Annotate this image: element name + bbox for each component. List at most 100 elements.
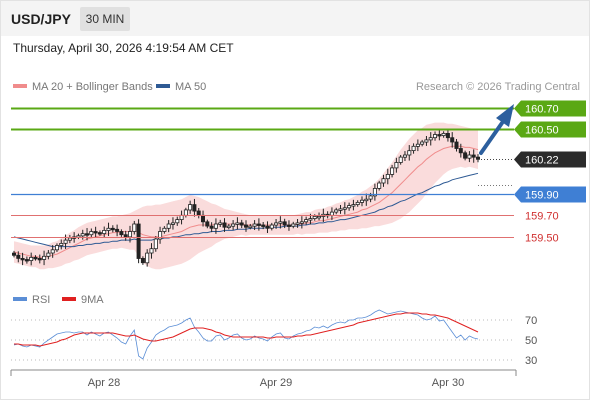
candle-body — [175, 219, 180, 224]
candle-body — [359, 199, 364, 203]
candle-body — [368, 195, 373, 200]
candle-body — [415, 143, 420, 147]
candle-body — [282, 221, 287, 226]
x-tick-label: Apr 30 — [432, 377, 464, 389]
candle-body — [308, 218, 313, 221]
level-label: 159.70 — [525, 211, 559, 223]
candle-body — [55, 245, 60, 251]
level-label: 159.50 — [525, 233, 559, 245]
rsi-legend-swatch — [13, 297, 27, 301]
level-label: 159.90 — [525, 190, 559, 202]
candle-body — [170, 222, 175, 225]
candle-body — [278, 221, 283, 224]
candle-body — [467, 154, 472, 159]
candle-body — [291, 223, 296, 227]
rsi-line — [13, 309, 479, 360]
candle-body — [312, 215, 317, 219]
rsi-tick-label: 50 — [525, 335, 537, 347]
ma20-legend-swatch — [13, 84, 27, 88]
level-label: 160.50 — [525, 125, 559, 137]
candle-body — [123, 234, 128, 238]
candle-body — [411, 145, 416, 152]
candle-body — [334, 209, 339, 213]
header-bar: USD/JPY 30 MIN — [1, 1, 589, 36]
candle-body — [226, 225, 231, 229]
candle-body — [183, 209, 188, 216]
candle-body — [127, 231, 132, 238]
candle-body — [347, 205, 352, 209]
candle-body — [252, 223, 257, 227]
candle-body — [166, 223, 171, 229]
candle-body — [248, 225, 253, 229]
candle-body — [450, 137, 455, 143]
candle-body — [364, 198, 369, 202]
candle-body — [432, 134, 437, 139]
candle-body — [192, 204, 197, 212]
candle-body — [89, 231, 94, 236]
candle-body — [42, 255, 47, 260]
rsi-panel: 70 50 30 — [11, 309, 537, 367]
candle-body — [377, 182, 382, 189]
candle-body — [102, 229, 107, 234]
candle-body — [85, 233, 90, 236]
candle-body — [37, 257, 42, 261]
candle-body — [445, 132, 450, 139]
candle-body — [342, 207, 347, 210]
candle-body — [115, 228, 120, 232]
candle-body — [286, 224, 291, 227]
candle-body — [196, 210, 201, 216]
candle-body — [239, 222, 244, 226]
candle-body — [428, 137, 433, 141]
price-levels: 160.70 160.50 160.22 159.90 159.70 159.50 — [11, 100, 586, 245]
ma50-legend-label: MA 50 — [175, 81, 206, 93]
candle-body — [158, 231, 163, 240]
candle-body — [265, 225, 270, 229]
candle-body — [316, 215, 321, 219]
rsi-legend-label: RSI — [32, 294, 50, 306]
candle-body — [46, 252, 51, 257]
bollinger-bands — [14, 122, 478, 270]
candle-body — [162, 227, 167, 232]
candle-body — [140, 257, 145, 264]
ma9-legend-swatch — [62, 297, 76, 301]
candle-body — [188, 204, 193, 211]
candle-body — [119, 231, 124, 236]
rsi-tick-label: 30 — [525, 355, 537, 367]
candle-body — [80, 233, 85, 237]
candle-body — [136, 223, 141, 259]
candle-body — [338, 208, 343, 211]
ma20-legend-label: MA 20 + Bollinger Bands — [32, 81, 153, 93]
candle-body — [231, 223, 236, 227]
level-label: 160.70 — [525, 104, 559, 116]
candle-body — [420, 141, 425, 145]
candle-body — [243, 224, 248, 228]
candle-body — [16, 254, 21, 259]
candle-body — [274, 222, 279, 226]
candle-body — [261, 224, 266, 227]
rsi-tick-label: 70 — [525, 315, 537, 327]
research-credit: Research © 2026 Trading Central — [416, 81, 580, 93]
candle-body — [29, 256, 34, 261]
level-label: 160.22 — [525, 155, 559, 167]
forecast-arrowhead — [496, 104, 514, 127]
candle-body — [153, 238, 158, 250]
candle-body — [295, 222, 300, 225]
level-label-box — [514, 186, 586, 203]
candle-body — [329, 211, 334, 216]
candle-body — [381, 178, 386, 184]
rsi-ma9-line — [14, 312, 479, 347]
candle-body — [390, 167, 395, 175]
timeframe-button[interactable]: 30 MIN — [80, 7, 130, 31]
candle-body — [110, 227, 115, 231]
candle-body — [11, 252, 16, 256]
candle-body — [454, 141, 459, 149]
candle-body — [475, 156, 480, 160]
symbol-label: USD/JPY — [11, 11, 71, 27]
candle-body — [33, 256, 38, 260]
candle-body — [20, 257, 25, 261]
level-label-box — [514, 121, 586, 138]
candle-body — [93, 231, 98, 234]
candle-body — [235, 222, 240, 225]
candle-body — [213, 223, 218, 229]
